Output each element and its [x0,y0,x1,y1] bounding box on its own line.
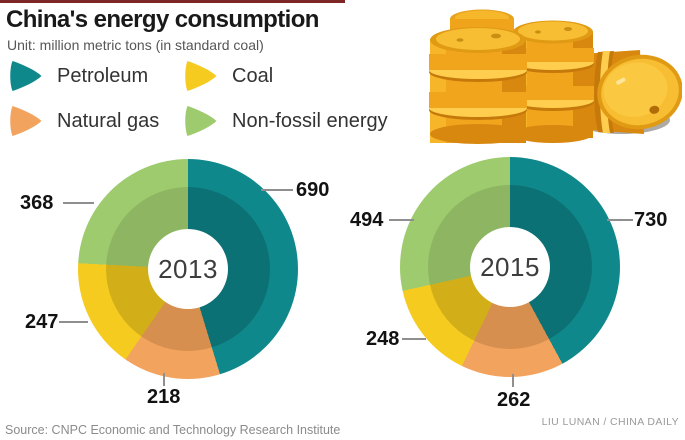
donut-chart-2013: 2013 [78,159,298,379]
natural-gas-wedge-icon [10,106,42,136]
value-label-naturalgas-2013: 218 [147,386,181,408]
legend-label-natural-gas: Natural gas [57,109,160,132]
source-attribution: Source: CNPC Economic and Technology Res… [5,423,341,437]
top-rule [0,0,345,3]
legend-label-coal: Coal [232,64,274,87]
legend-item-coal: Coal [183,59,273,93]
year-label-2015: 2015 [480,251,540,282]
legend-item-natural-gas: Natural gas [8,104,159,138]
year-label-2013: 2013 [158,253,218,284]
callout-line-petroleum-2013 [261,189,293,191]
oil-barrels-illustration [429,9,682,144]
callout-line-petroleum-2015 [607,219,633,221]
coal-wedge-icon [185,61,217,91]
callout-line-coal-2013 [59,321,88,323]
value-label-nonfossil-2015: 494 [350,209,384,231]
legend-item-petroleum: Petroleum [8,59,148,93]
value-label-coal-2015: 248 [366,328,400,350]
callout-line-nonfossil-2015 [389,219,414,221]
legend-item-non-fossil: Non-fossil energy [183,104,388,138]
value-label-naturalgas-2015: 262 [497,389,531,411]
callout-line-naturalgas-2015 [512,374,514,387]
value-label-petroleum-2015: 730 [634,209,668,231]
credit-byline: LIU LUNAN / CHINA DAILY [541,416,679,428]
callout-line-coal-2015 [402,338,426,340]
donut-2013-center: 2013 [148,229,228,309]
callout-line-nonfossil-2013 [63,202,94,204]
page-title: China's energy consumption [6,6,319,33]
value-label-petroleum-2013: 690 [296,179,330,201]
legend-label-petroleum: Petroleum [57,64,149,87]
callout-line-naturalgas-2013 [163,373,165,386]
value-label-nonfossil-2013: 368 [20,192,54,214]
unit-subtitle: Unit: million metric tons (in standard c… [7,37,264,53]
petroleum-wedge-icon [10,61,42,91]
value-label-coal-2013: 247 [25,311,59,333]
non-fossil-wedge-icon [185,106,217,136]
donut-2015-center: 2015 [470,227,550,307]
legend-label-non-fossil: Non-fossil energy [232,109,388,132]
donut-chart-2015: 2015 [400,157,620,377]
